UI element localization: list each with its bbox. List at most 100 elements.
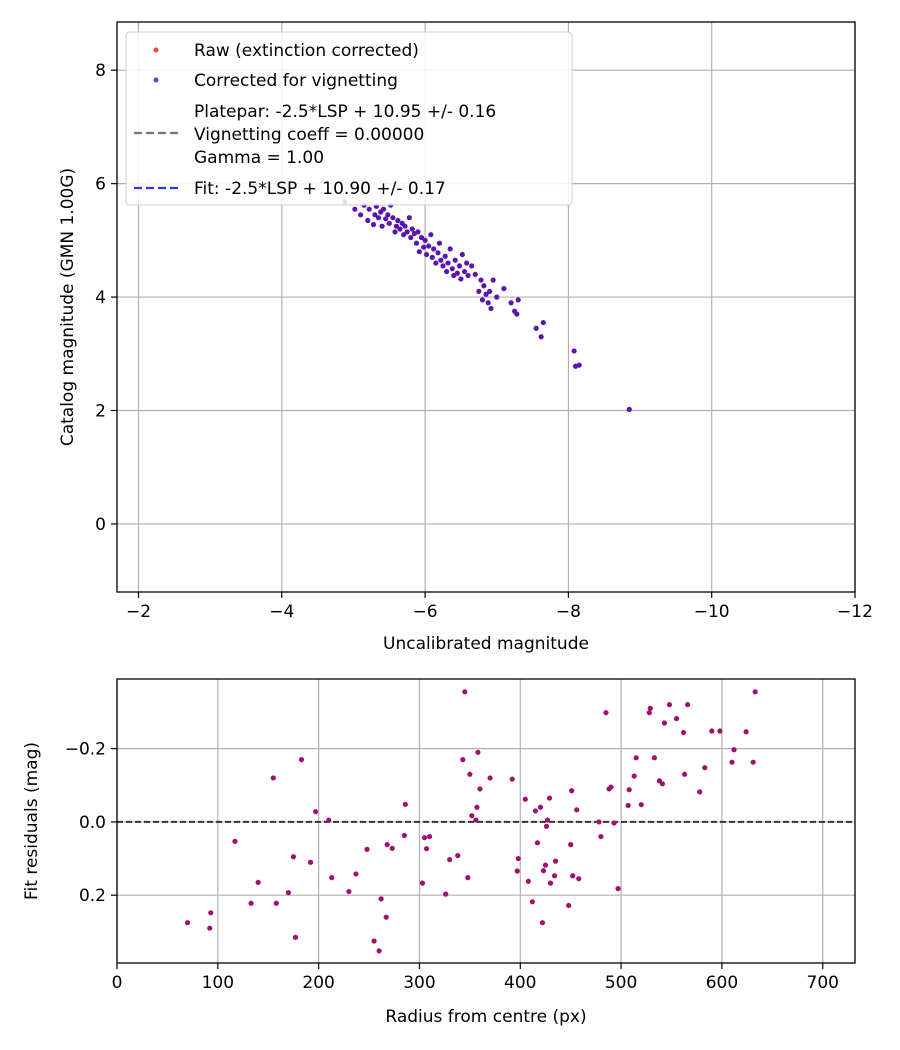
top-data-point [431,246,437,252]
bottom-data-point [540,868,547,874]
top-data-point [456,263,463,269]
bottom-data-point [378,896,384,902]
bottom-x-tick-label: 200 [302,973,334,993]
top-data-point [386,220,392,226]
bottom-data-point [596,819,602,825]
legend-label-platepar-2: Vignetting coeff = 0.00000 [194,125,424,145]
top-data-point [393,223,400,229]
bottom-data-point [666,702,673,708]
top-data-point [416,249,422,255]
bottom-data-point [298,757,305,763]
bottom-y-tick-label: −0.2 [65,740,106,760]
bottom-data-point [729,759,735,765]
top-data-point [459,251,465,258]
legend-marker-corrected [153,77,159,83]
bottom-data-point [544,817,551,823]
top-plot-panel: −2 −4 −6 −8 −10 −12 0 2 4 6 8 Uncalibrated magnitu… [58,21,873,654]
legend-label-platepar-3: Gamma = 1.00 [194,148,324,168]
top-data-point [476,288,482,295]
bottom-x-tick-label: 500 [605,973,637,993]
top-data-point [422,237,428,243]
bottom-data-point [539,920,546,926]
top-data-point [472,271,478,277]
bottom-data-point [208,910,214,916]
bottom-data-point [537,804,544,810]
top-data-point [428,232,434,238]
top-data-point [454,270,460,276]
top-data-point [433,260,439,266]
top-y-tick-label: 2 [95,402,106,422]
bottom-data-point [290,854,297,860]
bottom-data-point [364,846,370,853]
top-data-point [488,305,494,312]
legend-label-raw: Raw (extinction corrected) [194,41,419,61]
bottom-data-point [750,759,756,765]
top-y-tick-label: 4 [95,288,106,308]
bottom-plot-frame [116,678,856,964]
top-data-point [435,250,441,256]
top-data-point [626,406,632,412]
bottom-data-point [455,853,461,859]
bottom-data-point [673,715,680,722]
top-data-point [421,244,427,250]
top-x-tick-label: −12 [837,602,873,622]
top-data-point [576,362,582,368]
top-data-point [514,311,520,317]
bottom-data-point [255,879,261,885]
top-data-point [540,319,546,326]
bottom-data-point [625,802,631,809]
bottom-data-point [469,813,475,819]
bottom-data-point [743,729,749,735]
top-data-point [418,234,425,241]
bottom-x-tick-label: 0 [112,973,123,993]
top-data-point [440,263,446,269]
bottom-data-point [570,873,576,879]
bottom-data-point [576,876,582,882]
top-data-point [409,226,415,232]
legend-marker-raw [153,47,159,53]
bottom-data-point [717,728,723,734]
top-data-point [479,297,486,303]
bottom-data-point [752,689,758,695]
bottom-data-point [659,781,666,787]
bottom-data-point [685,702,691,708]
top-plot-frame [116,21,856,593]
bottom-data-point [487,775,493,781]
top-data-point [390,215,396,221]
bottom-data-point [401,832,407,839]
top-data-point [508,300,514,306]
top-x-tick-label: −6 [413,602,438,622]
bottom-data-point [207,925,213,931]
top-data-point [483,291,489,297]
legend-box [125,31,573,206]
top-data-point [538,334,544,340]
top-data-point [465,272,471,279]
bottom-x-tick-label: 300 [403,973,435,993]
top-data-point [397,226,403,232]
bottom-y-tick-label: 0.0 [79,813,106,833]
bottom-data-point [376,948,382,954]
bottom-x-tick-label: 100 [202,973,234,993]
bottom-data-point [419,880,426,886]
bottom-x-tick-label: 600 [706,973,738,993]
top-data-point [458,276,464,282]
top-data-point [395,217,401,224]
bottom-data-point [529,899,535,905]
top-axis-ticks: −2 −4 −6 −8 −10 −12 0 2 4 6 8 [95,61,873,622]
top-data-point [442,253,448,259]
bottom-data-point [546,795,553,801]
top-data-point [438,257,444,263]
bottom-data-point [475,749,481,755]
bottom-data-point [638,802,644,808]
top-data-point [501,285,507,292]
top-data-point [490,277,496,283]
top-data-point [406,215,412,221]
bottom-data-point [509,776,515,782]
top-data-point [413,240,420,246]
bottom-data-point [566,902,572,909]
top-data-point [402,223,408,229]
top-x-tick-label: −10 [694,602,730,622]
top-data-point [485,300,491,306]
bottom-data-point [329,875,335,881]
